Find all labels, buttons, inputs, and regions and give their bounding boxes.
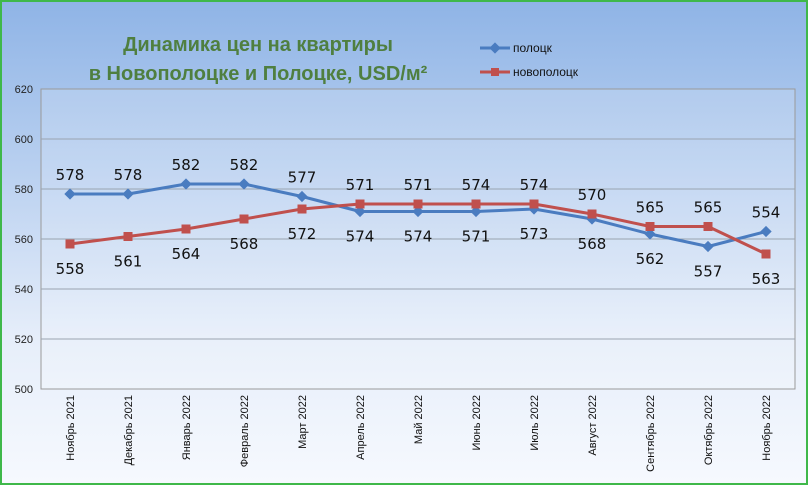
- data-point: [354, 205, 366, 218]
- data-point: [529, 199, 539, 209]
- data-point: [470, 205, 482, 218]
- y-tick-label: 520: [15, 334, 33, 346]
- data-label: 582: [230, 156, 259, 174]
- data-labels: 578 558 578 561 582 564 582 568 577 572 574 571 574 5…: [56, 156, 781, 288]
- y-tick-label: 580: [15, 184, 33, 196]
- data-point: [413, 199, 423, 209]
- data-point: [181, 224, 191, 234]
- data-label: 574: [346, 228, 375, 246]
- data-label: 570: [578, 186, 607, 204]
- data-label: 561: [114, 253, 143, 271]
- x-tick-label: Декабрь 2021: [123, 395, 135, 465]
- data-point: [645, 222, 655, 231]
- legend: полоцк новополоцк: [480, 41, 579, 79]
- legend-marker-novopolotsk: [491, 68, 499, 76]
- data-point: [644, 228, 656, 240]
- data-point: [587, 209, 597, 219]
- y-tick-label: 620: [15, 84, 33, 96]
- data-label: 574: [404, 228, 433, 246]
- y-axis-ticks: 500 520 540 560 580 600 620: [15, 84, 33, 396]
- data-label: 562: [636, 250, 665, 268]
- x-tick-label: Июнь 2022: [471, 395, 483, 451]
- x-tick-label: Сентябрь 2022: [645, 395, 657, 472]
- data-label: 568: [230, 235, 259, 253]
- data-label: 572: [288, 225, 317, 243]
- data-point: [65, 239, 75, 249]
- data-label: 565: [694, 199, 723, 217]
- legend-label-polotsk: полоцк: [513, 41, 553, 55]
- x-tick-label: Февраль 2022: [239, 395, 251, 467]
- data-label: 577: [288, 169, 317, 187]
- x-tick-label: Октябрь 2022: [703, 395, 715, 465]
- data-point: [239, 214, 249, 224]
- data-point: [238, 178, 250, 190]
- data-point: [180, 178, 192, 190]
- x-tick-label: Март 2022: [297, 395, 309, 449]
- data-point: [760, 225, 772, 238]
- y-tick-label: 540: [15, 284, 33, 296]
- x-tick-label: Ноябрь 2021: [65, 395, 77, 461]
- data-label: 578: [114, 166, 143, 184]
- data-label: 564: [172, 245, 201, 263]
- data-point: [296, 190, 308, 203]
- y-tick-label: 560: [15, 234, 33, 246]
- data-label: 571: [346, 176, 375, 194]
- data-label: 563: [752, 270, 781, 288]
- data-label: 574: [520, 176, 549, 194]
- data-point: [471, 199, 481, 209]
- chart-title: Динамика цен на квартиры в Новополоцке и…: [89, 34, 428, 85]
- data-label: 558: [56, 260, 85, 278]
- x-tick-label: Июль 2022: [529, 395, 541, 451]
- data-label: 573: [520, 225, 549, 243]
- data-point: [123, 232, 133, 241]
- x-tick-label: Апрель 2022: [355, 395, 367, 460]
- data-point: [702, 240, 714, 253]
- data-label: 571: [404, 176, 433, 194]
- data-label: 582: [172, 156, 201, 174]
- y-tick-label: 500: [15, 384, 33, 396]
- x-axis-ticks: Ноябрь 2021 Декабрь 2021 Январь 2022 Феврал…: [65, 395, 773, 472]
- chart-title-line-2: в Новополоцке и Полоцке, USD/м²: [89, 63, 428, 85]
- data-label: 571: [462, 228, 491, 246]
- data-label: 578: [56, 166, 85, 184]
- x-tick-label: Январь 2022: [181, 395, 193, 460]
- data-point: [761, 249, 771, 259]
- legend-label-novopolotsk: новополоцк: [513, 65, 579, 79]
- y-tick-label: 600: [15, 134, 33, 146]
- data-label: 565: [636, 199, 665, 217]
- data-point: [703, 222, 713, 231]
- data-point: [355, 199, 365, 209]
- x-tick-label: Май 2022: [413, 395, 425, 444]
- data-label: 568: [578, 235, 607, 253]
- data-label: 557: [694, 263, 723, 281]
- data-label: 554: [752, 204, 781, 222]
- chart-title-line-1: Динамика цен на квартиры: [123, 34, 393, 56]
- x-tick-label: Август 2022: [587, 395, 599, 456]
- x-tick-label: Ноябрь 2022: [761, 395, 773, 461]
- data-point: [412, 205, 424, 218]
- data-label: 574: [462, 176, 491, 194]
- legend-marker-polotsk: [489, 42, 501, 54]
- data-point: [297, 204, 307, 214]
